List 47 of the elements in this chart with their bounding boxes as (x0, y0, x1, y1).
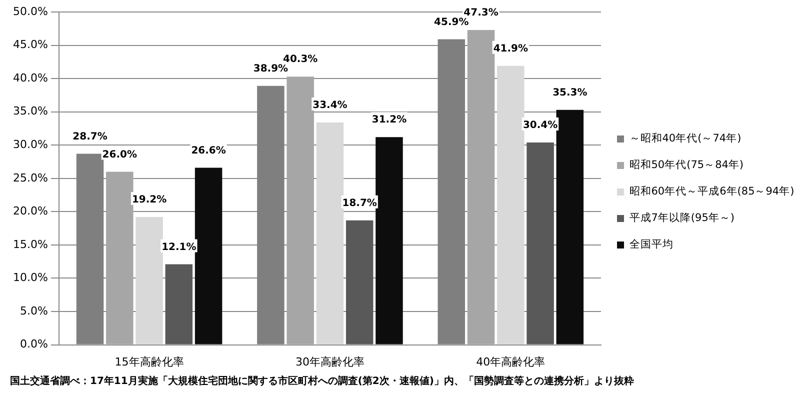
bar (346, 220, 374, 344)
y-tick-label: 20.0% (12, 204, 48, 218)
data-label: 47.3% (464, 8, 498, 19)
bar (286, 76, 314, 344)
y-tick-label: 50.0% (12, 4, 48, 18)
data-label: 19.2% (132, 194, 167, 206)
y-tick-label: 25.0% (12, 171, 48, 184)
legend-label: 全国平均 (629, 238, 674, 251)
bar (136, 217, 163, 344)
bar (497, 66, 524, 344)
legend-label: ～昭和40年代(～74年) (629, 132, 742, 145)
y-tick-label: 10.0% (12, 271, 48, 284)
legend-label: 平成7年以降(95年～) (629, 211, 734, 224)
bar (467, 30, 495, 344)
data-label: 35.3% (552, 87, 588, 98)
bar (194, 168, 222, 344)
data-label: 18.7% (342, 198, 377, 209)
x-tick-label: 15年高齢化率 (114, 355, 184, 368)
x-tick-label: 40年高齢化率 (476, 355, 546, 368)
data-label: 26.0% (102, 149, 138, 160)
bar (556, 110, 584, 344)
bar (376, 137, 403, 344)
data-label: 38.9% (253, 63, 288, 74)
y-tick-label: 45.0% (12, 38, 48, 52)
y-tick-label: 5.0% (20, 304, 48, 318)
bar (106, 172, 134, 344)
y-tick-label: 40.0% (12, 71, 48, 84)
data-label: 41.9% (493, 44, 528, 55)
y-tick-label: 15.0% (12, 238, 48, 251)
bar (526, 142, 554, 344)
bar (165, 264, 193, 344)
data-label: 31.2% (372, 114, 407, 126)
text: 国土交通省調べ：17年11月実施「大規模住宅団地に関する市区町村への調査(第2次・速報値)」内、「国勢調査等との連携分析」より抜粋 (10, 374, 635, 388)
y-tick-label: 30.0% (12, 138, 48, 151)
legend-label: 昭和50年代(75～84年) (629, 158, 744, 172)
y-tick-label: 35.0% (12, 104, 48, 118)
data-label: 33.4% (312, 100, 348, 112)
data-label: 40.3% (282, 54, 318, 66)
legend-label: 昭和60年代～平成6年(85～94年) (629, 184, 794, 198)
x-tick-label: 30年高齢化率 (295, 355, 364, 368)
data-label: 12.1% (162, 242, 196, 253)
y-tick-label: 0.0% (20, 338, 48, 351)
data-label: 45.9% (434, 16, 469, 28)
data-label: 28.7% (72, 131, 108, 142)
bar (316, 122, 344, 344)
data-label: 30.4% (522, 120, 558, 132)
data-label: 26.6% (191, 145, 226, 156)
